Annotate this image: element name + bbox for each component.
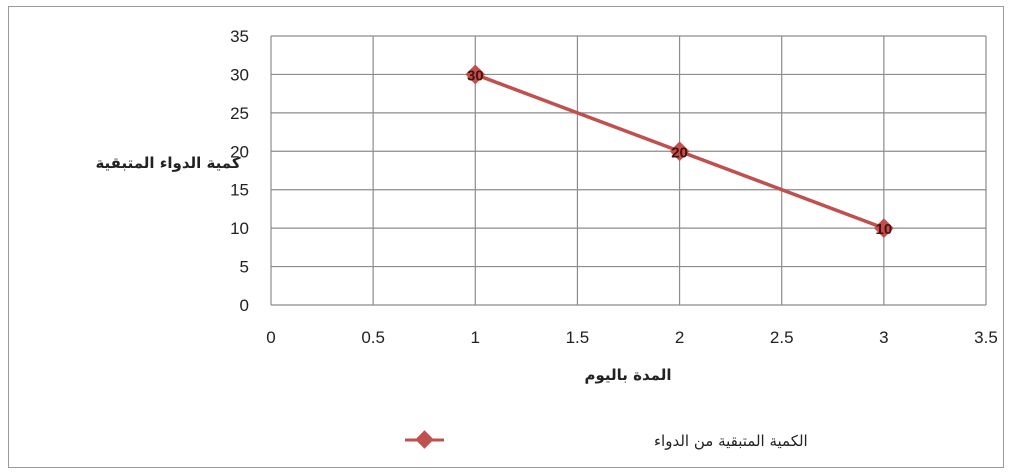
legend-marker — [415, 430, 434, 449]
y-tick-label: 20 — [230, 142, 249, 161]
legend: الكمية المتبقية من الدواء — [405, 430, 808, 450]
data-label: 30 — [467, 67, 484, 84]
data-point-marker — [465, 64, 486, 85]
y-tick-label: 10 — [230, 219, 249, 238]
data-label: 20 — [671, 144, 688, 161]
x-tick-label: 2.5 — [770, 328, 794, 347]
chart-frame — [8, 6, 1004, 468]
y-tick-label: 25 — [230, 104, 249, 123]
y-tick-label: 0 — [240, 296, 249, 315]
legend-series-label: الكمية المتبقية من الدواء — [654, 432, 808, 450]
series-line: 30 20 10 — [465, 64, 894, 238]
x-axis-title: المدة باليوم — [585, 366, 672, 384]
y-tick-label: 15 — [230, 181, 249, 200]
y-tick-label: 35 — [230, 27, 249, 46]
x-tick-label: 3.5 — [974, 328, 998, 347]
x-tick-label: 0.5 — [361, 328, 385, 347]
x-tick-label: 3 — [879, 328, 888, 347]
y-tick-label: 5 — [240, 258, 249, 277]
grid-lines — [270, 35, 987, 306]
data-label: 10 — [876, 221, 893, 238]
y-tick-label: 30 — [230, 65, 249, 84]
y-axis-title: كمية الدواء المتبقية — [95, 154, 240, 172]
tick-labels: 0 0.5 1 1.5 2 2.5 3 3.5 0 5 10 15 20 25 30 35 — [230, 27, 998, 347]
x-tick-label: 1 — [471, 328, 480, 347]
x-tick-label: 1.5 — [566, 328, 590, 347]
x-tick-label: 2 — [675, 328, 684, 347]
x-tick-label: 0 — [266, 328, 275, 347]
